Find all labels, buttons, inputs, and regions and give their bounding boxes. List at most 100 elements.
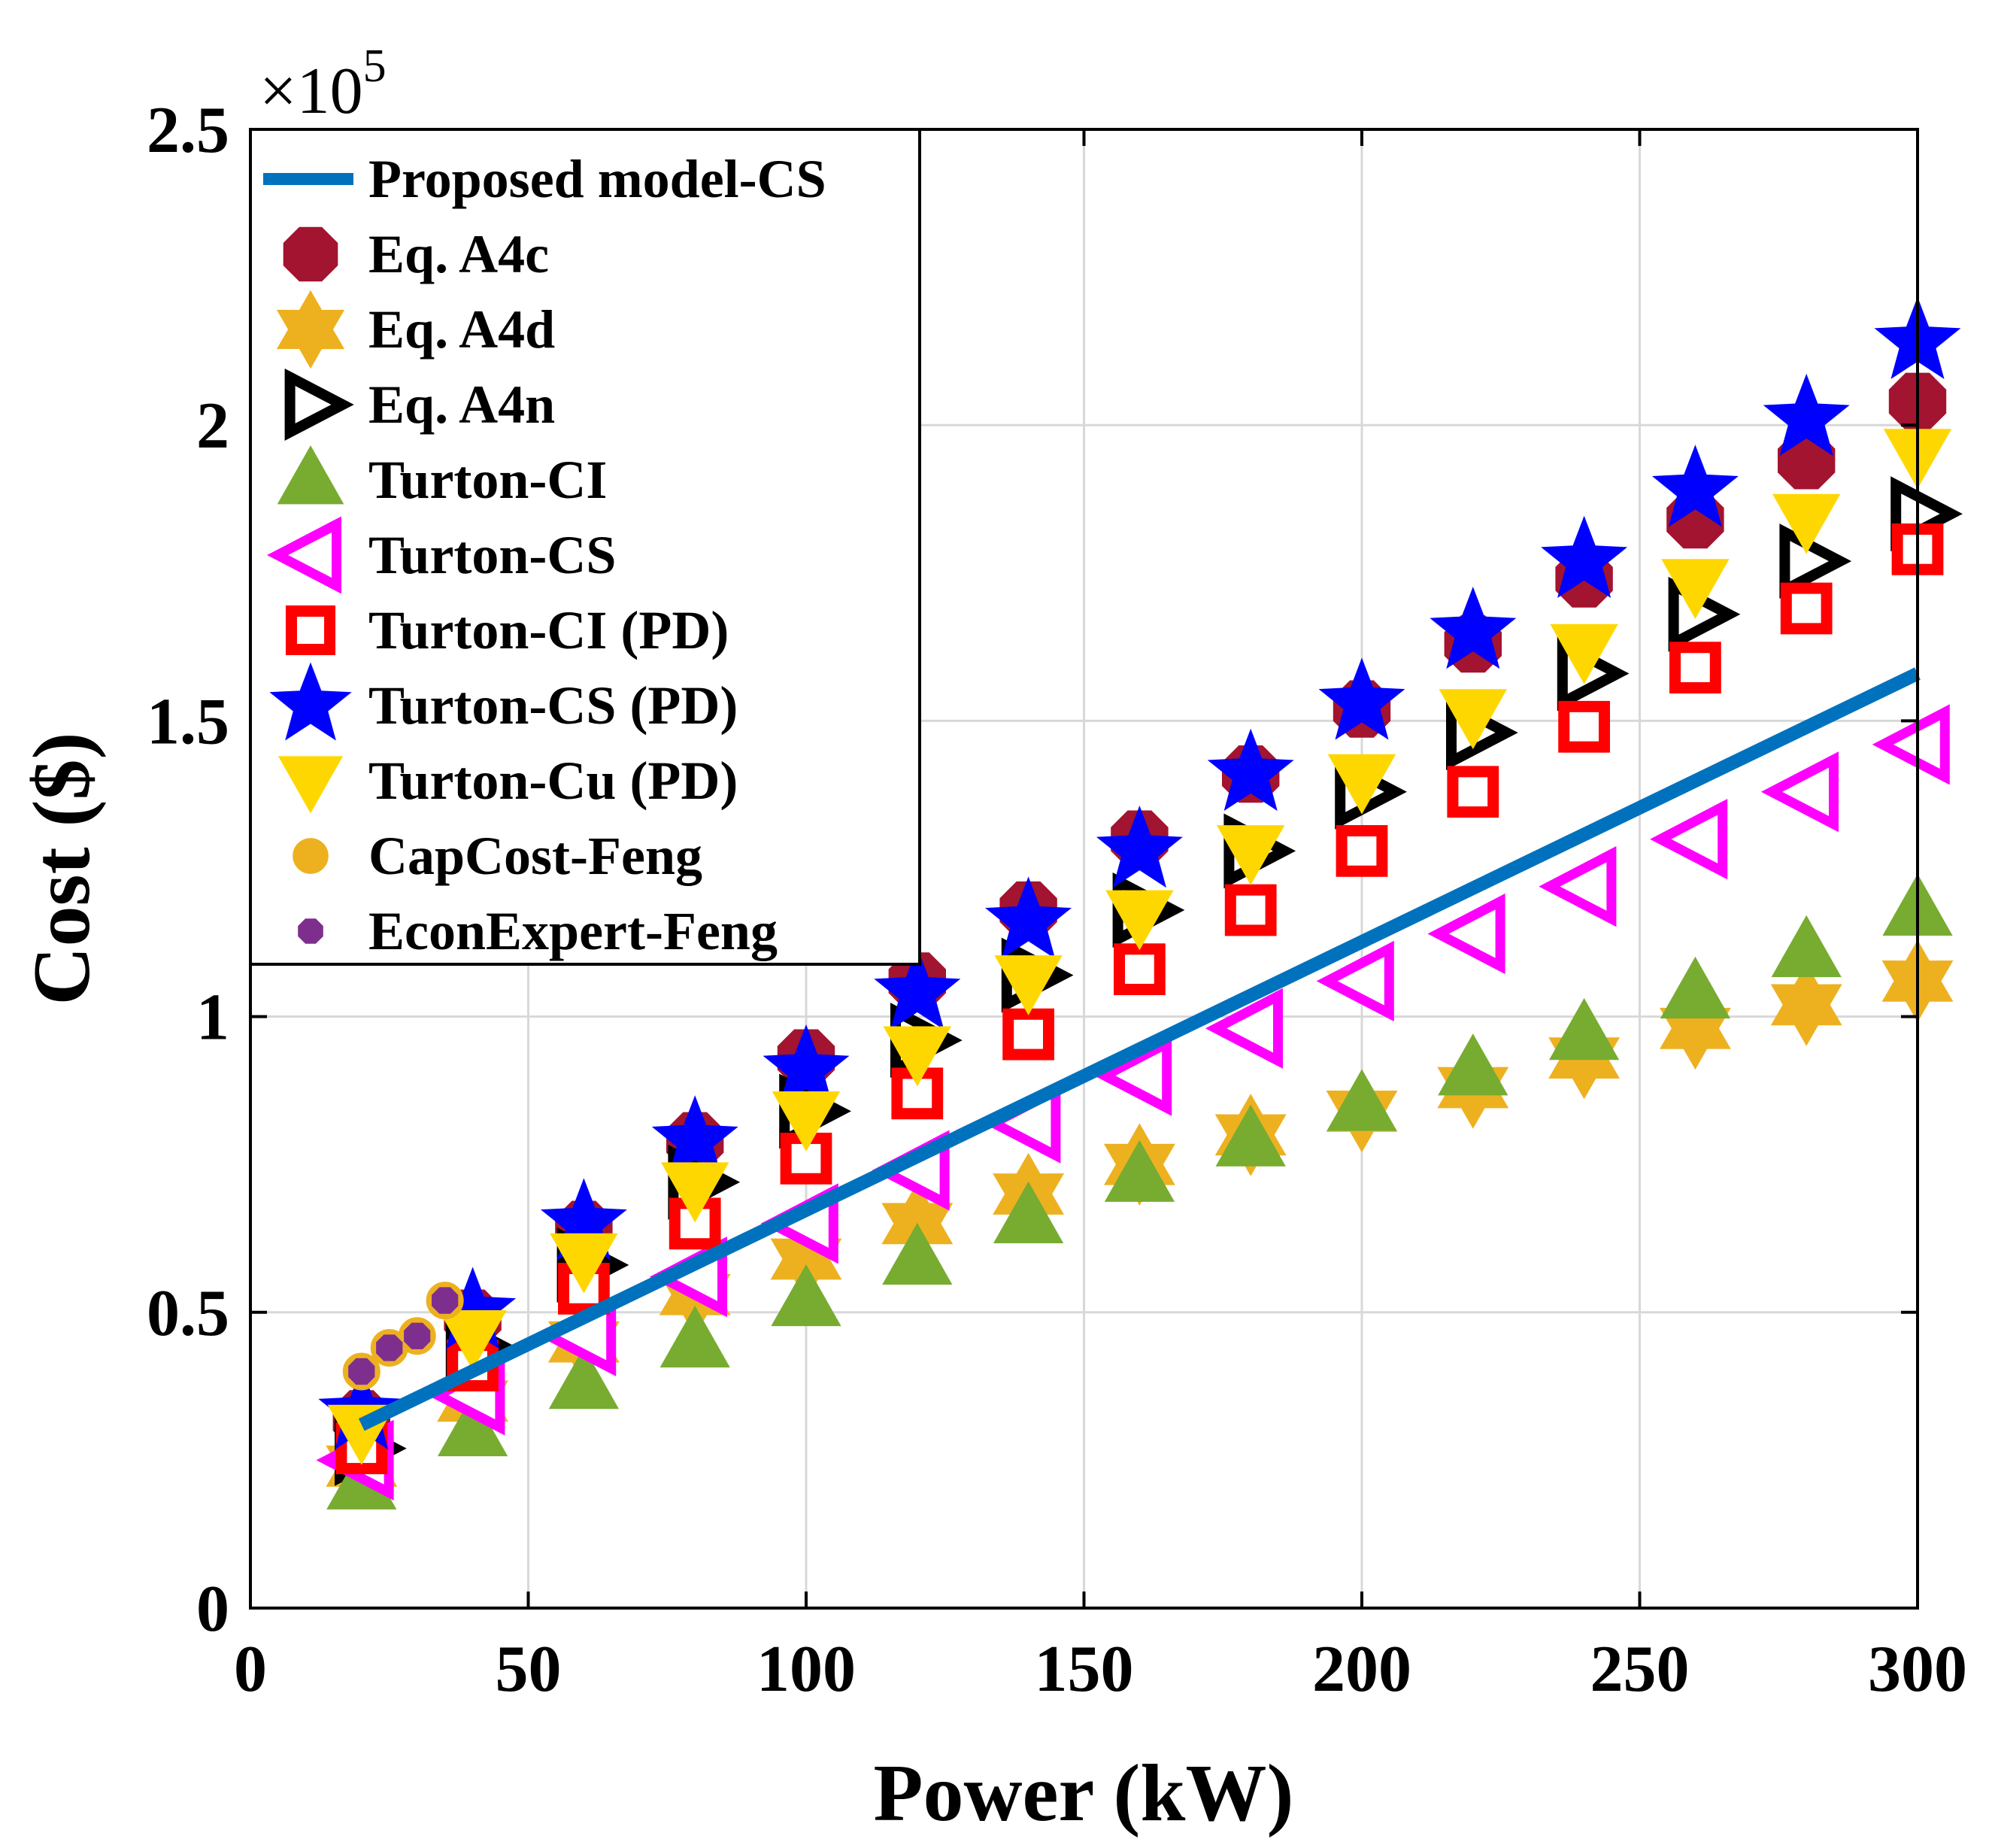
point-5-13: [1760, 751, 1839, 833]
point-7-7: [1096, 805, 1183, 888]
point-5-9: [1316, 940, 1394, 1022]
legend-marker-9: [293, 838, 329, 874]
point-4-7: [1104, 1139, 1175, 1202]
point-10-0: [348, 1358, 375, 1385]
point-6-11: [1558, 700, 1610, 753]
series-line-0: [358, 667, 1921, 1431]
point-8-9: [1327, 754, 1396, 815]
point-6-9: [1336, 825, 1388, 877]
legend-marker-3: [284, 368, 354, 442]
legend-label-10: EconExpert-Feng: [368, 901, 778, 961]
point-5-8: [1205, 988, 1283, 1069]
y-tick-label-2: 1: [196, 982, 229, 1054]
point-8-4: [772, 1091, 841, 1152]
series-10: [348, 1287, 459, 1385]
point-4-10: [1438, 1033, 1508, 1096]
point-7-13: [1763, 373, 1850, 457]
point-7-9: [1318, 657, 1405, 740]
point-8-10: [1439, 689, 1508, 750]
point-4-4: [771, 1264, 841, 1327]
x-tick-label-4: 200: [1312, 1633, 1411, 1706]
point-8-11: [1550, 624, 1618, 684]
x-tick-label-2: 100: [756, 1633, 856, 1706]
legend-label-8: Turton-Cu (PD): [368, 751, 738, 811]
legend-marker-1: [283, 226, 338, 282]
point-8-2: [550, 1233, 618, 1294]
point-3-13: [1779, 523, 1852, 599]
legend-label-0: Proposed model-CS: [368, 149, 826, 209]
legend-label-5: Turton-CS: [368, 525, 616, 585]
point-8-13: [1772, 493, 1841, 554]
point-4-5: [882, 1222, 953, 1285]
point-4-11: [1548, 997, 1620, 1061]
point-8-6: [994, 955, 1063, 1015]
point-4-13: [1771, 915, 1842, 978]
series-0: [358, 667, 1921, 1431]
point-7-11: [1541, 515, 1628, 598]
legend-label-4: Turton-CI: [368, 450, 607, 510]
legend-marker-4: [277, 445, 344, 505]
tick-labels: 0 50 100 150 200 250 300 0 0.5 1 1.5 2 2.5: [147, 94, 1967, 1706]
legend-marker-6: [285, 605, 336, 656]
point-8-8: [1216, 825, 1285, 885]
x-tick-label-6: 300: [1868, 1633, 1967, 1706]
point-8-3: [660, 1162, 729, 1223]
legend-label-6: Turton-CI (PD): [368, 600, 729, 660]
point-8-7: [1105, 890, 1174, 951]
legend-label-1: Eq. A4c: [368, 224, 549, 284]
legend-label-3: Eq. A4n: [368, 375, 555, 435]
legend-box: [249, 128, 921, 966]
point-4-3: [659, 1305, 730, 1368]
point-6-6: [1002, 1008, 1054, 1061]
y-tick-label-5: 2.5: [147, 94, 229, 167]
point-6-12: [1669, 642, 1721, 694]
point-7-6: [985, 876, 1072, 959]
legend-label-7: Turton-CS (PD): [368, 675, 738, 736]
legend-label-9: CapCost-Feng: [368, 826, 702, 886]
x-tick-label-3: 150: [1035, 1633, 1134, 1706]
point-6-10: [1447, 766, 1499, 818]
point-10-2: [404, 1322, 431, 1349]
legend-marker-10: [298, 918, 323, 944]
point-8-12: [1661, 559, 1730, 620]
point-4-2: [548, 1346, 620, 1410]
y-tick-label-0: 0: [196, 1573, 229, 1646]
legend: Proposed model-CS Eq. A4c Eq. A4d Eq. A4n Tu…: [249, 128, 921, 966]
legend-marker-5: [267, 516, 341, 594]
point-5-11: [1539, 845, 1617, 927]
point-5-10: [1427, 893, 1505, 975]
y-tick-label-3: 1.5: [147, 685, 229, 758]
y-tick-label-1: 0.5: [147, 1277, 229, 1350]
point-4-9: [1326, 1069, 1397, 1131]
point-2-12: [1659, 987, 1731, 1070]
x-tick-label-5: 250: [1590, 1633, 1690, 1706]
point-5-12: [1650, 799, 1728, 880]
point-10-3: [432, 1287, 459, 1314]
point-6-7: [1114, 943, 1166, 996]
point-4-12: [1660, 956, 1731, 1019]
y-axis-title: Cost ($): [17, 733, 107, 1006]
point-4-8: [1215, 1104, 1286, 1167]
legend-marker-8: [277, 756, 344, 814]
point-8-5: [883, 1026, 952, 1087]
y-tick-label-4: 2: [196, 390, 229, 463]
x-tick-label-0: 0: [234, 1633, 267, 1706]
point-7-10: [1430, 586, 1517, 669]
point-5-14: [1872, 704, 1950, 785]
point-7-8: [1207, 728, 1294, 812]
x-axis-title: Power (kW): [874, 1749, 1294, 1838]
point-4-6: [993, 1181, 1064, 1243]
legend-marker-2: [276, 290, 345, 369]
point-7-5: [874, 947, 961, 1030]
legend-marker-7: [269, 662, 352, 741]
x-tick-label-1: 50: [496, 1633, 562, 1706]
point-10-1: [376, 1334, 403, 1361]
point-6-13: [1780, 582, 1833, 635]
point-6-8: [1224, 884, 1277, 936]
point-5-7: [1094, 1035, 1172, 1116]
point-7-4: [763, 1024, 850, 1107]
legend-label-2: Eq. A4d: [368, 299, 555, 360]
point-7-12: [1651, 445, 1739, 527]
point-2-13: [1770, 963, 1842, 1046]
